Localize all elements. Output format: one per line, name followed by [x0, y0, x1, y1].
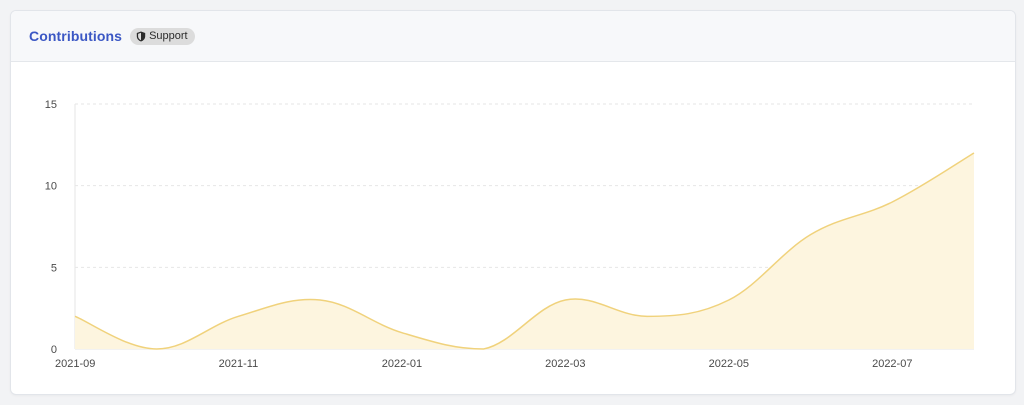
data-point-2022-07[interactable] — [886, 196, 898, 208]
area-layer — [69, 147, 980, 355]
card-header: Contributions Support — [11, 11, 1015, 62]
x-tick-label: 2021-11 — [219, 358, 259, 370]
data-point-2021-12[interactable] — [314, 294, 326, 306]
data-point-2021-09[interactable] — [69, 310, 81, 322]
data-point-2021-11[interactable] — [232, 310, 244, 322]
y-tick-label: 5 — [51, 262, 57, 274]
y-tick-label: 10 — [45, 181, 57, 193]
x-tick-label: 2022-07 — [872, 358, 912, 370]
support-badge[interactable]: Support — [130, 27, 195, 45]
data-point-2022-04[interactable] — [641, 310, 653, 322]
x-tick-label: 2022-03 — [545, 358, 585, 370]
x-tick-label: 2022-01 — [382, 358, 422, 370]
chart-area: 0 5 10 15 2021-09 2021-11 2022-01 2022-03 2022-… — [11, 63, 1015, 394]
x-axis-ticks: 2021-09 2021-11 2022-01 2022-03 2022-05 2022-… — [55, 358, 912, 370]
series-line — [74, 152, 975, 350]
data-point-2022-02[interactable] — [478, 343, 490, 355]
contributions-card: Contributions Support 0 5 10 15 2021-09 2021… — [10, 10, 1016, 395]
series-area-fill — [75, 153, 974, 349]
y-tick-label: 15 — [45, 99, 57, 111]
x-tick-label: 2022-05 — [709, 358, 749, 370]
y-tick-label: 0 — [51, 344, 57, 356]
data-point-2022-03[interactable] — [559, 294, 571, 306]
data-point-2022-05[interactable] — [723, 294, 735, 306]
contributions-chart: 0 5 10 15 2021-09 2021-11 2022-01 2022-03 2022-… — [45, 99, 980, 370]
data-point-2022-01[interactable] — [396, 327, 408, 339]
card-title: Contributions — [29, 28, 123, 44]
shield-icon — [136, 31, 146, 41]
y-axis-ticks: 0 5 10 15 — [45, 99, 57, 356]
support-badge-label: Support — [149, 30, 188, 42]
data-point-2022-08[interactable] — [968, 147, 980, 159]
data-point-2022-06[interactable] — [805, 229, 817, 241]
data-point-2021-10[interactable] — [151, 343, 163, 355]
x-tick-label: 2021-09 — [55, 358, 95, 370]
